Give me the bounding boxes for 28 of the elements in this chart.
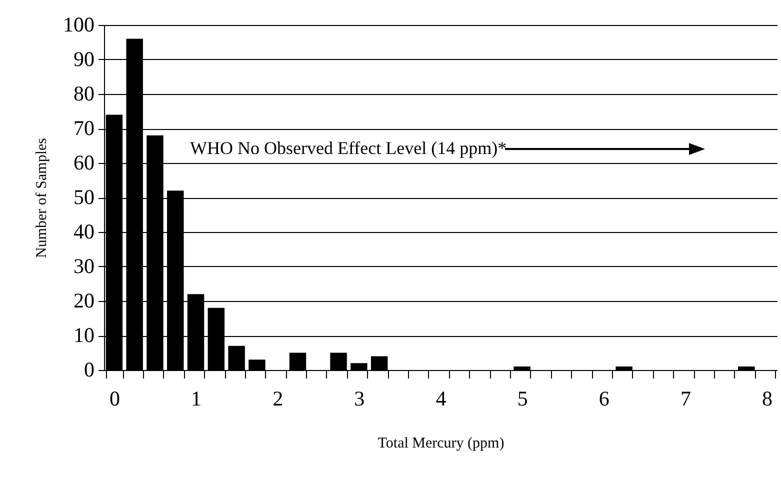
x-tick-label: 3	[354, 386, 365, 410]
y-tick-label: 60	[74, 150, 94, 174]
x-tick-label: 2	[272, 386, 284, 410]
x-tick-label: 4	[436, 386, 447, 410]
x-tick-label: 6	[598, 386, 610, 410]
y-tick-label: 20	[74, 288, 94, 312]
y-tick-label: 50	[74, 185, 94, 209]
bar	[330, 352, 347, 370]
x-tick-label: 1	[191, 386, 202, 410]
y-tick-label: 40	[74, 220, 94, 244]
y-tick-label: 100	[63, 12, 94, 36]
y-axis-title: Number of Samples	[34, 138, 50, 258]
y-tick-label: 30	[74, 254, 94, 278]
y-tick-label: 80	[74, 82, 94, 106]
bar	[289, 352, 306, 370]
y-tick-label: 90	[74, 47, 94, 71]
bar	[738, 366, 755, 370]
y-tick-label: 70	[74, 116, 94, 140]
x-tick-label: 0	[109, 386, 120, 410]
x-axis-title: Total Mercury (ppm)	[378, 436, 504, 452]
x-tick-label: 5	[517, 386, 528, 410]
annotation: WHO No Observed Effect Level (14 ppm)*	[190, 138, 507, 158]
bar	[370, 356, 388, 370]
bar	[228, 346, 245, 370]
x-tick-label: 7	[680, 386, 691, 410]
x-tick-label: 8	[762, 386, 773, 410]
y-tick-label: 0	[84, 358, 94, 382]
y-tick-label: 10	[74, 323, 94, 347]
